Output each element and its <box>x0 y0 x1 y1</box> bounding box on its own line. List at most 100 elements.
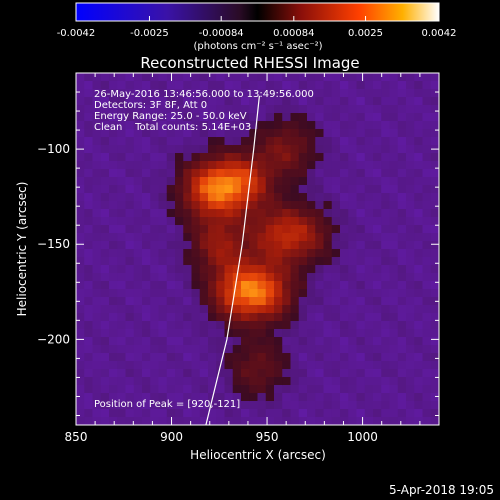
heatmap-cell <box>232 137 242 146</box>
heatmap-cell <box>373 201 382 210</box>
heatmap-cell <box>389 337 399 346</box>
heatmap-cell <box>282 121 291 130</box>
heatmap-cell <box>422 313 432 322</box>
heatmap-cell <box>356 369 366 378</box>
heatmap-cell <box>241 281 250 290</box>
heatmap-cell <box>183 305 192 314</box>
heatmap-cell <box>175 161 184 170</box>
heatmap-cell <box>133 177 143 186</box>
heatmap-cell <box>191 329 201 338</box>
heatmap-cell <box>92 409 102 418</box>
heatmap-cell <box>406 249 415 258</box>
heatmap-cell <box>315 169 324 178</box>
heatmap-cell <box>150 329 159 338</box>
heatmap-cell <box>356 217 366 226</box>
heatmap-cell <box>282 81 291 90</box>
heatmap-cell <box>150 401 159 410</box>
heatmap-cell <box>208 81 217 90</box>
heatmap-cell <box>323 249 333 258</box>
heatmap-cell <box>133 81 143 90</box>
heatmap-cell <box>183 385 192 394</box>
heatmap-cell <box>84 217 93 226</box>
heatmap-cell <box>133 257 143 266</box>
heatmap-cell <box>224 225 234 234</box>
heatmap-cell <box>125 137 135 146</box>
heatmap-cell <box>323 233 333 242</box>
heatmap-cell <box>208 73 217 82</box>
heatmap-cell <box>133 193 143 202</box>
heatmap-cell <box>109 233 118 242</box>
heatmap-cell <box>315 401 324 410</box>
heatmap-cell <box>340 281 349 290</box>
heatmap-cell <box>133 137 143 146</box>
heatmap-cell <box>315 177 324 186</box>
heatmap-cell <box>183 401 192 410</box>
heatmap-cell <box>315 97 324 106</box>
heatmap-cell <box>356 129 366 138</box>
heatmap-cell <box>265 385 275 394</box>
heatmap-cell <box>183 361 192 370</box>
heatmap-cell <box>191 297 201 306</box>
heatmap-cell <box>381 137 390 146</box>
heatmap-cell <box>348 105 357 114</box>
heatmap-cell <box>100 161 110 170</box>
heatmap-cell <box>381 145 390 154</box>
heatmap-cell <box>282 385 291 394</box>
heatmap-cell <box>232 81 242 90</box>
heatmap-cell <box>364 417 374 425</box>
heatmap-cell <box>76 153 85 162</box>
heatmap-cell <box>356 89 366 98</box>
heatmap-cell <box>422 233 432 242</box>
heatmap-cell <box>117 185 126 194</box>
heatmap-cell <box>430 185 439 194</box>
heatmap-cell <box>232 361 242 370</box>
heatmap-cell <box>133 121 143 130</box>
heatmap-cell <box>125 81 135 90</box>
heatmap-cell <box>125 393 135 402</box>
heatmap-cell <box>430 281 439 290</box>
heatmap-cell <box>232 297 242 306</box>
heatmap-cell <box>307 185 316 194</box>
heatmap-cell <box>356 401 366 410</box>
heatmap-cell <box>340 137 349 146</box>
heatmap-cell <box>298 329 308 338</box>
heatmap-cell <box>414 377 423 386</box>
heatmap-cell <box>373 121 382 130</box>
heatmap-cell <box>191 361 201 370</box>
heatmap-cell <box>249 257 258 266</box>
heatmap-cell <box>397 329 407 338</box>
heatmap-cell <box>414 305 423 314</box>
heatmap-cell <box>150 377 159 386</box>
heatmap-cell <box>142 393 151 402</box>
heatmap-cell <box>274 353 283 362</box>
heatmap-cell <box>414 353 423 362</box>
heatmap-cell <box>265 305 275 314</box>
heatmap-cell <box>150 113 159 122</box>
heatmap-cell <box>257 145 267 154</box>
heatmap-cell <box>100 345 110 354</box>
heatmap-cell <box>150 361 159 370</box>
heatmap-cell <box>406 393 415 402</box>
heatmap-cell <box>406 169 415 178</box>
heatmap-cell <box>232 329 242 338</box>
heatmap-cell <box>191 345 201 354</box>
heatmap-cell <box>92 153 102 162</box>
heatmap-cell <box>389 257 399 266</box>
heatmap-cell <box>183 249 192 258</box>
heatmap-cell <box>397 225 407 234</box>
heatmap-cell <box>208 193 217 202</box>
heatmap-cell <box>142 313 151 322</box>
heatmap-cell <box>265 273 275 282</box>
heatmap-cell <box>323 121 333 130</box>
heatmap-cell <box>232 121 242 130</box>
heatmap-cell <box>92 361 102 370</box>
heatmap-cell <box>298 361 308 370</box>
heatmap-cell <box>216 385 225 394</box>
heatmap-cell <box>158 273 168 282</box>
heatmap-cell <box>76 241 85 250</box>
heatmap-cell <box>265 329 275 338</box>
heatmap-cell <box>364 161 374 170</box>
heatmap-cell <box>216 273 225 282</box>
heatmap-cell <box>430 265 439 274</box>
heatmap-cell <box>364 297 374 306</box>
